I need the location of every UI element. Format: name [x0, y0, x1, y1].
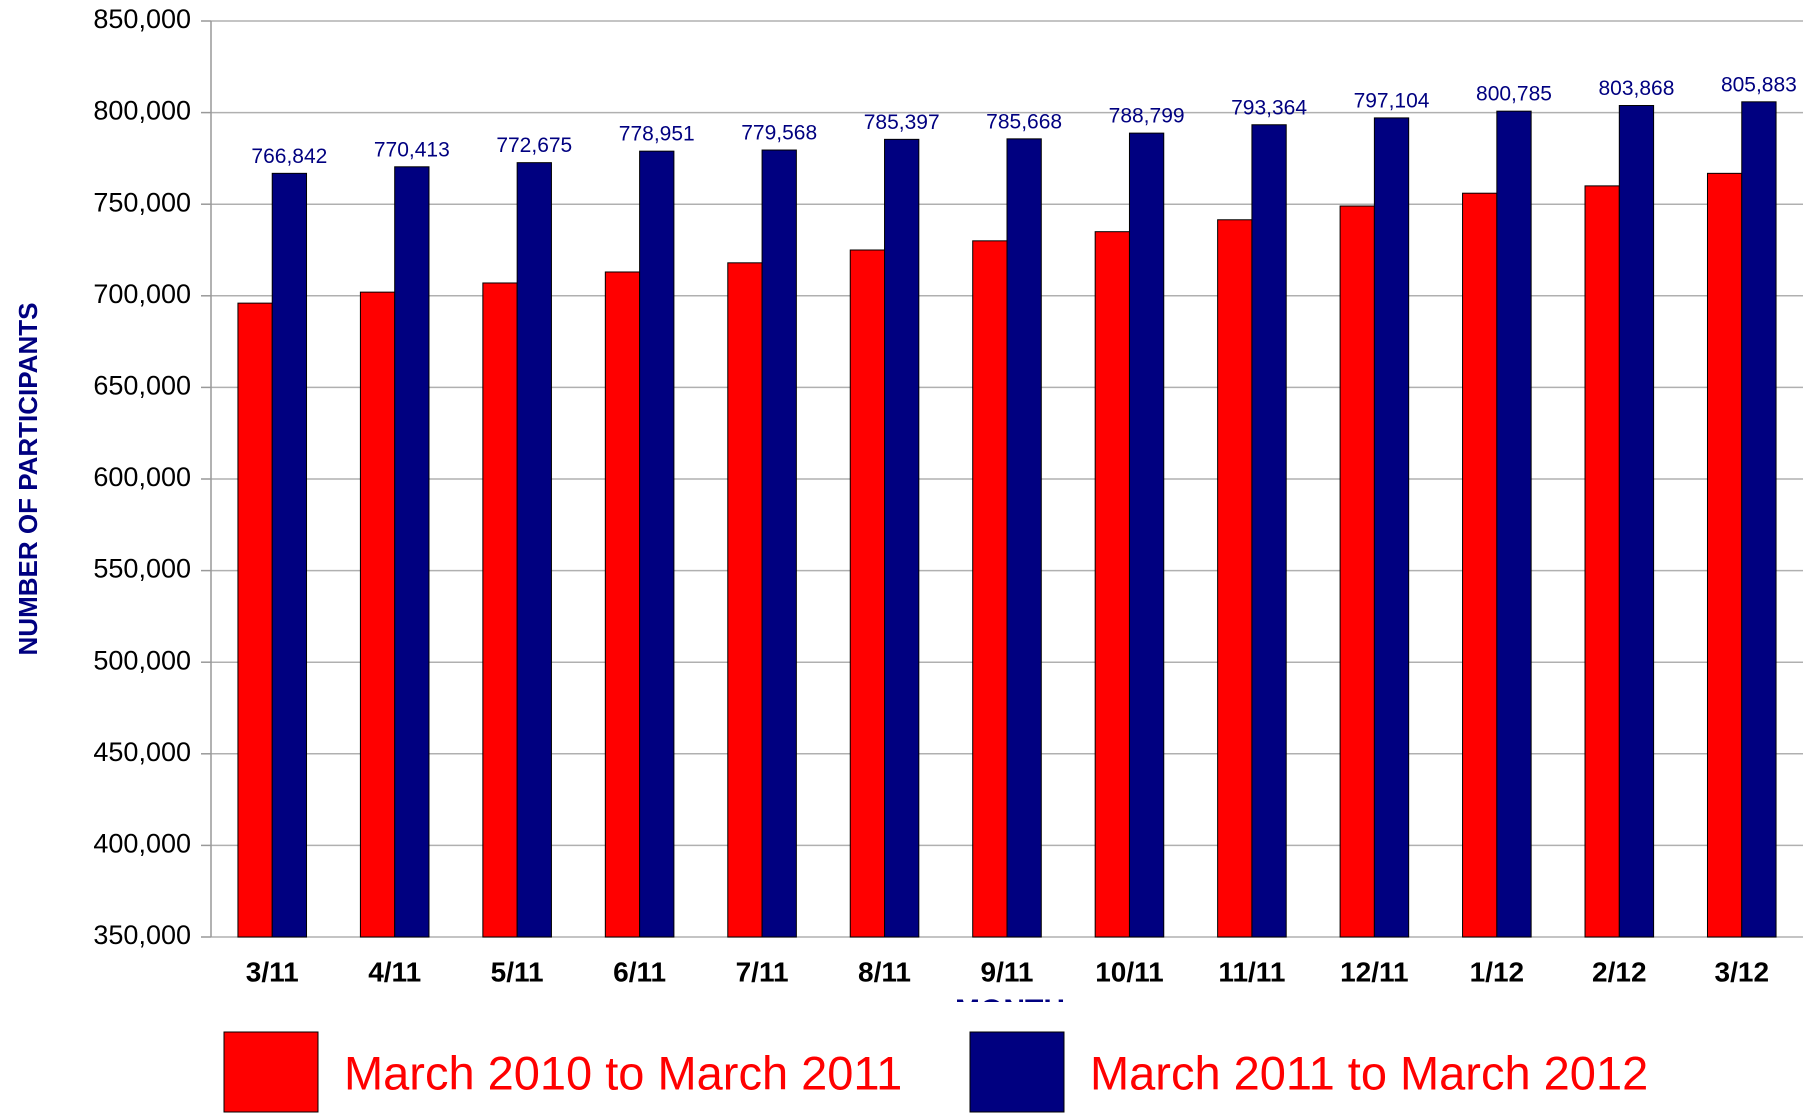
y-tick-label: 700,000 [93, 279, 191, 309]
legend-label: March 2011 to March 2012 [1090, 1046, 1648, 1099]
bar [1251, 124, 1287, 938]
x-tick-label: 5/11 [491, 956, 544, 987]
bar [1462, 192, 1498, 938]
data-label: 772,675 [496, 134, 572, 157]
bar [271, 172, 308, 938]
bar [1217, 219, 1253, 938]
y-tick-label: 400,000 [93, 829, 191, 859]
bar [849, 249, 886, 938]
bar [972, 240, 1008, 938]
x-tick-label: 9/11 [981, 956, 1034, 987]
y-tick-label: 450,000 [93, 737, 191, 767]
data-label: 785,668 [986, 110, 1062, 133]
data-label: 793,364 [1231, 96, 1307, 119]
bar [394, 166, 430, 938]
x-tick-label: 7/11 [736, 956, 789, 987]
y-axis-label: NUMBER OF PARTICIPANTS [13, 303, 43, 656]
legend-label: March 2010 to March 2011 [344, 1046, 902, 1099]
x-tick-label: 12/11 [1340, 956, 1409, 987]
y-tick-label: 750,000 [93, 187, 191, 217]
y-tick-label: 550,000 [93, 554, 191, 584]
x-tick-label: 6/11 [613, 956, 666, 987]
x-tick-label: 11/11 [1218, 956, 1285, 987]
bar [761, 149, 797, 938]
x-tick-label: 8/11 [858, 956, 911, 987]
x-tick-label: 1/12 [1470, 956, 1525, 987]
bar [1339, 205, 1375, 938]
bar [639, 150, 675, 938]
bar [482, 282, 518, 938]
bar [884, 138, 920, 938]
y-tick-label: 650,000 [93, 371, 191, 401]
y-tick-label: 350,000 [93, 920, 191, 950]
bar [1006, 138, 1042, 938]
data-label: 788,799 [1109, 105, 1185, 128]
bar [1128, 132, 1165, 938]
bar [1741, 101, 1777, 938]
bar [237, 302, 273, 938]
y-tick-label: 800,000 [93, 96, 191, 126]
bar [727, 262, 763, 938]
legend-swatch [223, 1031, 319, 1113]
bar [1706, 172, 1743, 938]
y-tick-label: 500,000 [93, 645, 191, 675]
bar [359, 291, 396, 938]
x-tick-label: 3/11 [246, 956, 299, 987]
x-tick-label: 2/12 [1592, 956, 1647, 987]
bar [1373, 117, 1410, 938]
data-label: 805,883 [1721, 73, 1797, 96]
x-tick-label: 10/11 [1095, 956, 1164, 987]
bar [1496, 110, 1532, 938]
data-label: 766,842 [251, 145, 327, 168]
y-tick-label: 600,000 [93, 462, 191, 492]
data-label: 803,868 [1598, 77, 1674, 100]
x-tick-label: 4/11 [368, 956, 421, 987]
data-label: 779,568 [741, 122, 817, 145]
x-axis-label: MONTH [955, 994, 1065, 1027]
bar [604, 271, 641, 938]
x-tick-label: 3/12 [1715, 956, 1770, 987]
data-label: 785,397 [864, 111, 940, 134]
legend-swatch [969, 1031, 1065, 1113]
y-tick-label: 850,000 [93, 4, 191, 34]
bar [516, 162, 552, 938]
data-label: 800,785 [1476, 83, 1552, 106]
bar [1094, 231, 1130, 938]
data-label: 770,413 [374, 138, 450, 161]
bar [1584, 185, 1620, 938]
data-label: 797,104 [1354, 89, 1430, 112]
data-label: 778,951 [619, 123, 695, 146]
bar [1618, 105, 1655, 938]
